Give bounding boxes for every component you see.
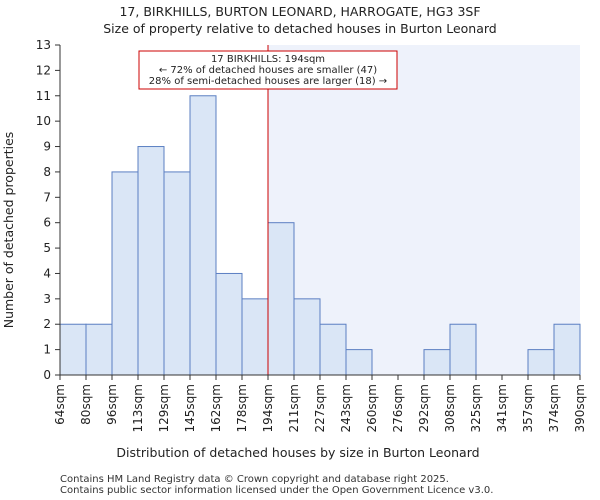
- bar-80sqm: [85, 323, 113, 376]
- bar-292sqm: [423, 349, 451, 376]
- bar-145sqm: [189, 95, 217, 376]
- footer-line-1: Contains HM Land Registry data © Crown c…: [60, 474, 449, 485]
- x-axis-label: Distribution of detached houses by size …: [116, 445, 479, 460]
- x-tick-label: 308sqm: [443, 384, 457, 432]
- bar-357sqm: [527, 349, 555, 376]
- y-tick-label: 3: [43, 292, 51, 306]
- y-tick-label: 13: [36, 38, 51, 52]
- bar-374sqm: [553, 323, 581, 376]
- x-tick-label: 129sqm: [157, 384, 171, 432]
- bars: [59, 95, 581, 376]
- chart-subtitle: Size of property relative to detached ho…: [103, 21, 497, 36]
- annotation-line-2: ← 72% of detached houses are smaller (47…: [159, 65, 377, 76]
- x-tick-label: 292sqm: [417, 384, 431, 432]
- x-tick-label: 113sqm: [131, 384, 145, 432]
- x-tick-label: 162sqm: [209, 384, 223, 432]
- footer-line-2: Contains public sector information licen…: [60, 485, 494, 496]
- y-tick-label: 9: [43, 140, 51, 154]
- axes: [59, 45, 580, 376]
- x-tick-label: 64sqm: [53, 384, 67, 425]
- bar-211sqm: [293, 298, 321, 376]
- y-tick-label: 7: [43, 190, 51, 204]
- x-tick-label: 390sqm: [573, 384, 587, 432]
- x-ticks: 64sqm 80sqm 96sqm 113sqm 129sqm 145sqm 162sqm 1…: [53, 375, 587, 432]
- y-tick-label: 2: [43, 317, 51, 331]
- y-tick-label: 11: [36, 89, 51, 103]
- bar-64sqm: [59, 323, 87, 376]
- y-tick-label: 8: [43, 165, 51, 179]
- x-tick-label: 341sqm: [495, 384, 509, 432]
- bar-243sqm: [345, 349, 373, 376]
- y-tick-label: 6: [43, 216, 51, 230]
- y-tick-label: 12: [36, 63, 51, 77]
- y-tick-label: 10: [36, 114, 51, 128]
- x-tick-label: 145sqm: [183, 384, 197, 432]
- x-tick-label: 178sqm: [235, 384, 249, 432]
- bar-96sqm: [111, 171, 139, 376]
- annotation-box: [138, 50, 398, 90]
- x-tick-label: 227sqm: [313, 384, 327, 432]
- footer: Contains HM Land Registry data © Crown c…: [60, 474, 493, 496]
- bar-113sqm: [137, 146, 165, 376]
- bar-308sqm: [449, 323, 477, 376]
- x-tick-label: 276sqm: [391, 384, 405, 432]
- y-tick-label: 0: [43, 368, 51, 382]
- chart: 17, BIRKHILLS, BURTON LEONARD, HARROGATE…: [1, 4, 587, 460]
- y-axis-label: Number of detached properties: [1, 132, 16, 329]
- bar-129sqm: [163, 171, 191, 376]
- y-tick-label: 4: [43, 266, 51, 280]
- y-tick-label: 5: [43, 241, 51, 255]
- bar-178sqm: [241, 298, 269, 376]
- x-tick-label: 80sqm: [79, 384, 93, 425]
- x-tick-label: 96sqm: [105, 384, 119, 425]
- x-tick-label: 211sqm: [287, 384, 301, 432]
- x-tick-label: 243sqm: [339, 384, 353, 432]
- bar-227sqm: [319, 323, 347, 376]
- bar-162sqm: [215, 272, 243, 376]
- x-tick-label: 374sqm: [547, 384, 561, 432]
- bar-194sqm: [267, 222, 295, 376]
- y-tick-label: 1: [43, 343, 51, 357]
- chart-title: 17, BIRKHILLS, BURTON LEONARD, HARROGATE…: [119, 4, 480, 19]
- x-tick-label: 260sqm: [365, 384, 379, 432]
- x-tick-label: 325sqm: [469, 384, 483, 432]
- x-tick-label: 194sqm: [261, 384, 275, 432]
- annotation-line-3: 28% of semi-detached houses are larger (…: [149, 76, 387, 87]
- annotation-line-1: 17 BIRKHILLS: 194sqm: [211, 54, 325, 65]
- x-tick-label: 357sqm: [521, 384, 535, 432]
